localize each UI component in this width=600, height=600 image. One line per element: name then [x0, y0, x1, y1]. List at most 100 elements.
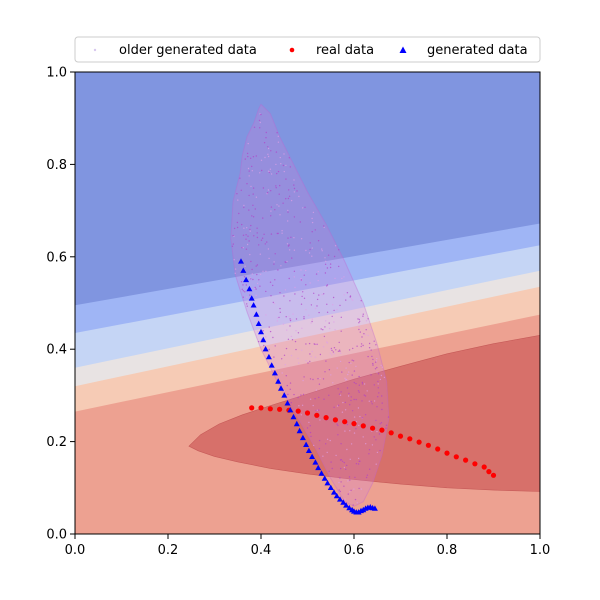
- older-generated-point: [305, 284, 307, 286]
- older-generated-point: [349, 295, 352, 297]
- older-generated-point: [356, 345, 358, 347]
- older-generated-point: [295, 330, 297, 332]
- older-generated-point: [268, 257, 270, 260]
- older-generated-point: [305, 249, 307, 252]
- older-generated-point: [277, 232, 279, 235]
- older-generated-point: [373, 436, 375, 438]
- real-data-point: [342, 419, 348, 425]
- older-generated-point: [337, 350, 340, 352]
- older-generated-point: [245, 284, 247, 286]
- decision-surface: [75, 72, 540, 534]
- older-generated-point: [340, 467, 342, 470]
- older-generated-point: [265, 131, 267, 134]
- older-generated-point: [314, 398, 316, 400]
- older-generated-point: [327, 254, 330, 256]
- older-generated-point: [300, 279, 303, 281]
- older-generated-point: [328, 394, 330, 396]
- older-generated-point: [264, 243, 266, 245]
- older-generated-point: [314, 307, 317, 310]
- older-generated-point: [316, 298, 319, 301]
- older-generated-point: [247, 167, 250, 170]
- older-generated-point: [287, 209, 289, 212]
- older-generated-point: [302, 393, 305, 396]
- older-generated-point: [236, 226, 239, 229]
- older-generated-point: [321, 248, 323, 250]
- older-generated-point: [378, 433, 381, 435]
- older-generated-point: [358, 328, 360, 331]
- older-generated-point: [326, 267, 329, 269]
- older-generated-point: [340, 481, 342, 483]
- older-generated-point: [280, 265, 282, 267]
- older-generated-point: [324, 257, 326, 259]
- generated-data-point: [355, 509, 362, 515]
- older-generated-point: [338, 393, 341, 395]
- generated-data-point: [238, 258, 244, 264]
- older-generated-point: [252, 156, 255, 158]
- older-generated-point: [286, 329, 288, 331]
- older-generated-point: [326, 303, 328, 305]
- older-generated-point: [240, 189, 242, 191]
- older-generated-point: [376, 357, 378, 360]
- older-generated-point: [350, 489, 352, 491]
- older-generated-point: [360, 343, 363, 345]
- generated-data-point: [258, 328, 264, 335]
- legend-label-older: older generated data: [119, 43, 257, 58]
- older-generated-point: [321, 250, 323, 252]
- real-data-point: [481, 464, 487, 470]
- older-generated-point: [268, 348, 270, 351]
- older-generated-point: [376, 406, 378, 408]
- generated-data-point: [240, 267, 247, 273]
- older-generated-point: [326, 341, 328, 343]
- older-generated-point: [381, 408, 383, 411]
- older-generated-point: [277, 170, 280, 173]
- older-generated-point: [259, 172, 261, 174]
- older-generated-region: [230, 103, 390, 507]
- older-generated-point: [331, 467, 333, 470]
- real-data-point: [397, 433, 404, 439]
- older-generated-point: [309, 360, 311, 363]
- older-generated-point: [358, 391, 360, 393]
- older-generated-point: [332, 304, 334, 306]
- older-generated-point: [251, 273, 253, 275]
- older-generated-point: [272, 284, 274, 287]
- older-generated-point: [291, 318, 293, 321]
- older-generated-point: [380, 364, 382, 367]
- older-generated-point: [326, 311, 329, 313]
- generated-data-point: [290, 413, 297, 420]
- generated-data-point: [331, 489, 337, 495]
- older-generated-point: [240, 281, 243, 283]
- older-generated-point: [287, 237, 289, 239]
- older-generated-point: [341, 411, 344, 413]
- older-generated-point: [257, 320, 259, 322]
- older-generated-point: [366, 390, 368, 392]
- older-generated-point: [273, 356, 275, 358]
- older-generated-point: [361, 417, 364, 419]
- older-generated-point: [357, 457, 360, 460]
- older-generated-point: [381, 395, 383, 397]
- older-generated-point: [329, 352, 332, 354]
- older-generated-point: [303, 317, 305, 320]
- older-generated-point: [265, 137, 267, 139]
- older-generated-point: [267, 146, 269, 148]
- older-generated-point: [270, 190, 272, 192]
- older-generated-point: [324, 272, 327, 274]
- older-generated-point: [351, 359, 353, 361]
- older-generated-point: [281, 358, 283, 360]
- older-generated-point: [294, 340, 297, 343]
- older-generated-point: [243, 227, 245, 229]
- older-generated-point: [349, 430, 351, 432]
- generated-data-series: [238, 258, 378, 515]
- older-generated-point: [234, 268, 237, 270]
- older-generated-point: [344, 430, 346, 432]
- older-generated-point: [308, 421, 310, 424]
- older-generated-point: [361, 400, 363, 402]
- older-generated-point: [314, 343, 316, 345]
- older-generated-point: [358, 375, 360, 378]
- older-generated-point: [256, 232, 258, 234]
- older-generated-point: [342, 401, 344, 404]
- older-generated-point: [269, 330, 272, 333]
- older-generated-point: [336, 367, 338, 369]
- older-generated-point: [338, 489, 340, 491]
- older-generated-point: [247, 291, 250, 293]
- older-generated-point: [285, 178, 287, 180]
